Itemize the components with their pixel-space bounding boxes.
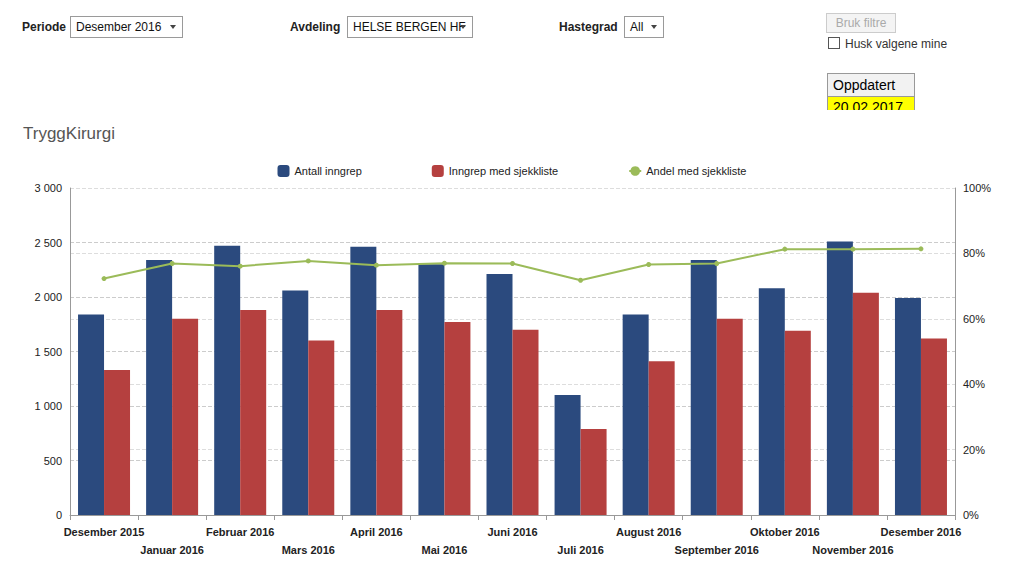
svg-text:100%: 100% [963, 182, 991, 194]
svg-text:Januar 2016: Januar 2016 [140, 544, 204, 556]
svg-text:20%: 20% [963, 444, 985, 456]
svg-text:500: 500 [44, 455, 62, 467]
svg-text:Mai 2016: Mai 2016 [421, 544, 467, 556]
svg-text:Desember 2016: Desember 2016 [881, 526, 962, 538]
svg-text:April 2016: April 2016 [350, 526, 403, 538]
html-text:Hastegrad: Hastegrad [559, 20, 618, 34]
svg-text:November 2016: November 2016 [812, 544, 893, 556]
html-text:All: All [630, 20, 644, 34]
svg-text:Mars 2016: Mars 2016 [282, 544, 335, 556]
svg-text:Andel med sjekkliste: Andel med sjekkliste [646, 165, 746, 177]
html-text:HELSE BERGEN HF: HELSE BERGEN HF [353, 20, 466, 34]
svg-text:Juni 2016: Juni 2016 [487, 526, 537, 538]
html-text:Husk valgene mine: Husk valgene mine [845, 37, 948, 51]
svg-text:Oktober 2016: Oktober 2016 [750, 526, 820, 538]
svg-text:40%: 40% [963, 378, 985, 390]
svg-text:1 500: 1 500 [34, 346, 62, 358]
svg-text:Desember 2015: Desember 2015 [64, 526, 145, 538]
svg-text:0%: 0% [963, 509, 979, 521]
svg-text:80%: 80% [963, 247, 985, 259]
html-text:Bruk filtre: Bruk filtre [835, 16, 887, 30]
svg-text:2 500: 2 500 [34, 237, 62, 249]
svg-text:Februar 2016: Februar 2016 [206, 526, 274, 538]
svg-text:Inngrep med sjekkliste: Inngrep med sjekkliste [449, 165, 558, 177]
svg-text:Antall inngrep: Antall inngrep [295, 165, 362, 177]
svg-text:2 000: 2 000 [34, 291, 62, 303]
svg-text:0: 0 [56, 509, 62, 521]
svg-text:3 000: 3 000 [34, 182, 62, 194]
svg-text:TryggKirurgi: TryggKirurgi [23, 124, 115, 143]
svg-text:September 2016: September 2016 [675, 544, 759, 556]
svg-text:Juli 2016: Juli 2016 [557, 544, 603, 556]
html-text:20.02.2017: 20.02.2017 [833, 99, 904, 115]
svg-text:60%: 60% [963, 313, 985, 325]
html-text:Desember 2016: Desember 2016 [76, 20, 162, 34]
html-text:Avdeling: Avdeling [290, 20, 341, 34]
html-text:Periode: Periode [22, 20, 66, 34]
html-text:Oppdatert: Oppdatert [833, 77, 896, 93]
svg-text:August 2016: August 2016 [616, 526, 681, 538]
svg-text:1 000: 1 000 [34, 400, 62, 412]
